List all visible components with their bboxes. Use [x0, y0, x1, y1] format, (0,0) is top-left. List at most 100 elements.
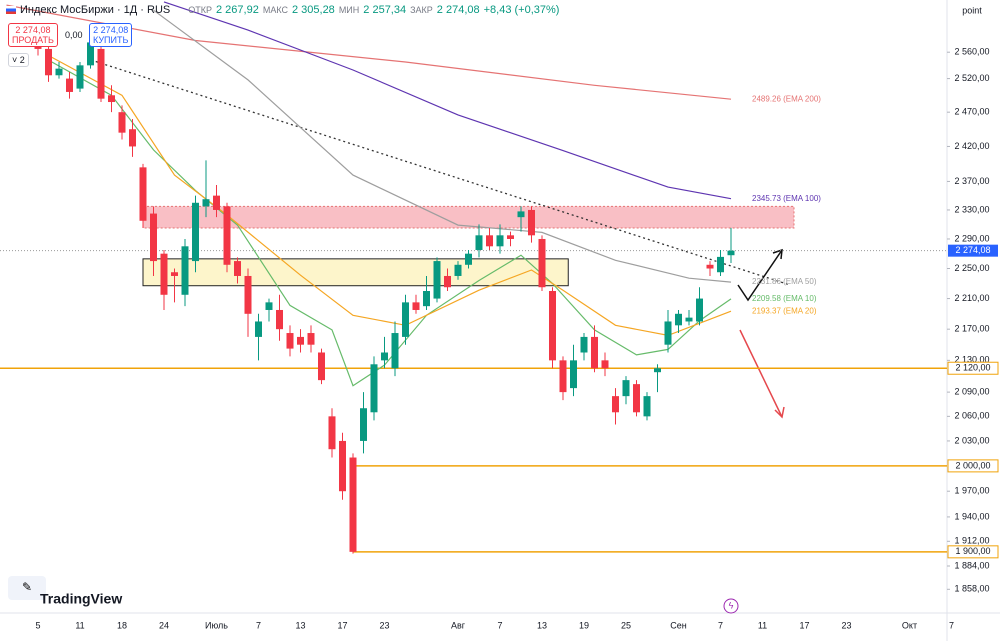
candle-body: [297, 336, 304, 345]
x-tick-label: 19: [579, 620, 589, 630]
candle-body: [76, 65, 84, 89]
candle-body: [612, 396, 619, 413]
candle-body: [538, 238, 546, 288]
candle-body: [328, 416, 336, 450]
y-tick-label: 2 470,00: [954, 107, 989, 117]
x-tick-label: 11: [75, 620, 84, 630]
buy-button[interactable]: 2 274,08 КУПИТЬ: [89, 23, 133, 47]
candle-body: [202, 199, 210, 207]
buy-label: КУПИТЬ: [93, 35, 129, 45]
arrow-head: [772, 248, 783, 260]
y-tick-label: 1 912,00: [954, 536, 989, 546]
sell-button[interactable]: 2 274,08 ПРОДАТЬ: [8, 23, 58, 47]
candle-body: [643, 396, 651, 417]
header: Индекс МосБиржи · 1Д · RUS ОТКР 2 267,92 …: [0, 0, 559, 20]
header-label: ОТКР: [188, 5, 212, 15]
candle-body: [696, 298, 703, 322]
candle-body: [559, 360, 567, 393]
x-tick-label: 7: [256, 620, 261, 630]
y-tick-label: 2 420,00: [954, 141, 989, 151]
indicator-count: 2: [19, 55, 25, 65]
x-tick-label: 7: [949, 620, 954, 630]
candle-body: [160, 253, 168, 295]
x-tick-label: 7: [497, 620, 502, 630]
candle-body: [475, 235, 483, 250]
sell-price: 2 274,08: [15, 25, 51, 35]
zone: [142, 258, 569, 287]
header-value: 2 305,28: [291, 4, 335, 16]
candle-body: [150, 213, 157, 262]
x-tick-label: 23: [841, 620, 851, 630]
header-label: МАКС: [262, 5, 288, 15]
candle-body: [496, 235, 504, 247]
candle-body: [108, 95, 115, 103]
x-tick-label: 23: [379, 620, 389, 630]
candle-body: [717, 256, 724, 273]
candle-body: [318, 352, 325, 381]
candle-body: [307, 333, 315, 345]
price-label-box: [947, 361, 999, 375]
x-tick-label: 13: [537, 620, 547, 630]
x-tick-label: 17: [799, 620, 809, 630]
candle-body: [87, 42, 94, 66]
candle-body: [244, 275, 252, 314]
event-icon[interactable]: [723, 598, 739, 614]
x-tick-label: 5: [35, 620, 40, 630]
candle-body: [223, 206, 231, 265]
x-tick-label: 18: [117, 620, 127, 630]
x-tick-label: 7: [718, 620, 723, 630]
candle-body: [360, 408, 367, 441]
header-value: 2 257,34: [363, 4, 407, 16]
sell-label: ПРОДАТЬ: [12, 35, 54, 45]
candle-body: [265, 302, 273, 310]
price-label: 2 000,00: [955, 460, 990, 470]
y-tick-label: 2 210,00: [954, 293, 989, 303]
y-tick-label: 2 130,00: [954, 355, 989, 365]
price-label: 1 900,00: [955, 546, 990, 556]
candle-body: [444, 275, 451, 288]
x-tick-label: 17: [337, 620, 347, 630]
candle-body: [118, 112, 126, 133]
price-label-box: [947, 545, 999, 559]
candle-body: [213, 195, 220, 210]
y-tick-label: 1 858,00: [954, 584, 989, 594]
candle-body: [465, 253, 472, 265]
candle-body: [727, 250, 735, 256]
candle-body: [622, 380, 630, 397]
x-tick-label: 13: [295, 620, 305, 630]
candle-body: [633, 384, 640, 413]
candle-body: [349, 457, 357, 552]
candle-body: [486, 235, 493, 247]
ema-line: [6, 4, 732, 100]
y-tick-label: 2 170,00: [954, 324, 989, 334]
ema-line: [153, 9, 732, 283]
candle-body: [129, 129, 136, 147]
header-value: 2 274,08: [436, 4, 480, 16]
candle-body: [97, 48, 105, 99]
ema-line: [48, 54, 732, 337]
candle-body: [391, 333, 399, 369]
arrow-down: [739, 329, 783, 418]
ema-label: 2231.86 (EMA 50): [752, 277, 817, 286]
candle-body: [66, 78, 73, 92]
candle-body: [433, 261, 441, 299]
y-tick-label: 1 970,00: [954, 486, 989, 496]
y-tick-label: 2 370,00: [954, 176, 989, 186]
indicator-toggle[interactable]: ˅ 2: [8, 53, 29, 67]
header-label: МИН: [338, 5, 360, 15]
pencil-icon: ✎: [22, 580, 32, 594]
candle-body: [685, 317, 693, 322]
y-tick-label: 2 520,00: [954, 73, 989, 83]
candle-body: [580, 336, 588, 353]
candle-body: [423, 290, 430, 307]
ema-line: [163, 1, 732, 200]
candle-body: [45, 48, 52, 76]
candle-body: [517, 211, 525, 218]
candle-body: [402, 302, 409, 337]
flag: [6, 6, 16, 14]
header-value: 2 267,92: [216, 4, 259, 16]
draw-tool-button[interactable]: [8, 576, 46, 600]
y-tick-label: 2 250,00: [954, 263, 989, 273]
x-tick-label: 25: [621, 620, 631, 630]
